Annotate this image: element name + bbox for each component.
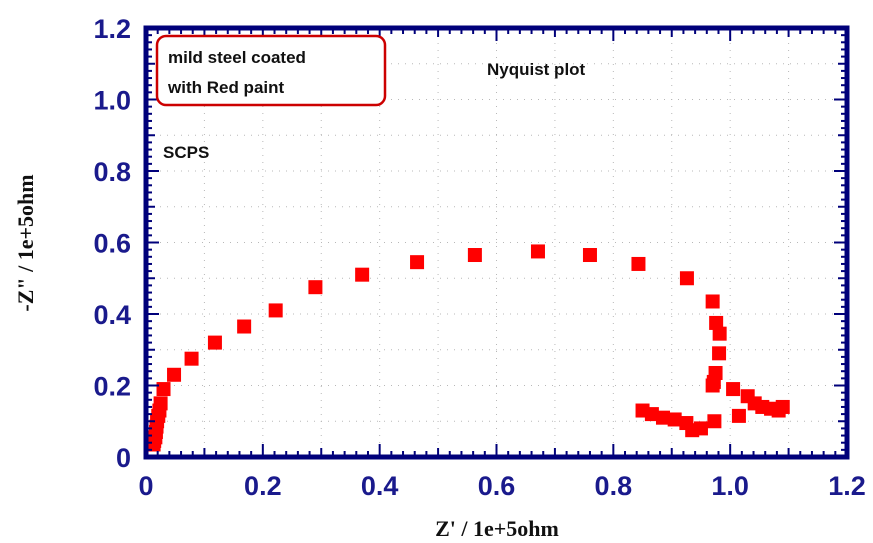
data-point <box>726 382 741 397</box>
data-point <box>207 335 222 350</box>
data-points <box>146 244 790 452</box>
legend-line-2: with Red paint <box>167 78 285 97</box>
tick-labels: 0 0.2 0.4 0.6 0.8 1.0 1.2 0 0.2 0.4 0.6 0.8 1.0 1.2 <box>93 14 865 501</box>
x-tick-label: 0.2 <box>244 471 282 501</box>
y-tick-label: 0 <box>116 443 131 473</box>
x-tick-label: 0.4 <box>361 471 399 501</box>
data-point <box>631 256 646 271</box>
x-tick-label: 0.8 <box>595 471 633 501</box>
y-tick-label: 0.2 <box>93 372 131 402</box>
data-point <box>308 280 323 295</box>
y-axis-title: -Z" / 1e+5ohm <box>13 174 38 311</box>
data-point <box>355 267 370 282</box>
x-tick-label: 1.0 <box>711 471 749 501</box>
data-point <box>167 367 182 382</box>
y-tick-label: 1.0 <box>93 86 131 116</box>
x-tick-label: 0 <box>138 471 153 501</box>
x-axis-title: Z' / 1e+5ohm <box>435 516 559 541</box>
data-point <box>709 315 724 330</box>
data-point <box>705 378 720 393</box>
x-tick-label: 0.6 <box>478 471 516 501</box>
data-point <box>184 351 199 366</box>
data-point <box>467 248 482 263</box>
data-point <box>268 303 283 318</box>
data-point <box>635 403 650 418</box>
data-point <box>775 399 790 414</box>
data-point <box>410 255 425 270</box>
axis-ticks <box>145 27 848 458</box>
data-point <box>156 382 171 397</box>
data-point <box>655 410 670 425</box>
y-tick-label: 0.6 <box>93 229 131 259</box>
data-point <box>582 248 597 263</box>
data-point <box>667 412 682 427</box>
data-point <box>530 244 545 259</box>
data-point <box>153 396 168 411</box>
y-tick-label: 1.2 <box>93 14 131 44</box>
data-point <box>712 346 727 361</box>
data-point <box>707 414 722 429</box>
data-point <box>679 271 694 286</box>
y-tick-label: 0.4 <box>93 300 131 330</box>
legend-line-1: mild steel coated <box>168 48 306 67</box>
chart-title: Nyquist plot <box>487 60 586 79</box>
scps-label: SCPS <box>163 143 209 162</box>
legend-box <box>155 34 387 107</box>
data-point <box>679 416 694 431</box>
x-tick-label: 1.2 <box>828 471 866 501</box>
y-tick-label: 0.8 <box>93 157 131 187</box>
data-point <box>712 326 727 341</box>
data-point <box>705 294 720 309</box>
data-point <box>731 408 746 423</box>
data-point <box>237 319 252 334</box>
